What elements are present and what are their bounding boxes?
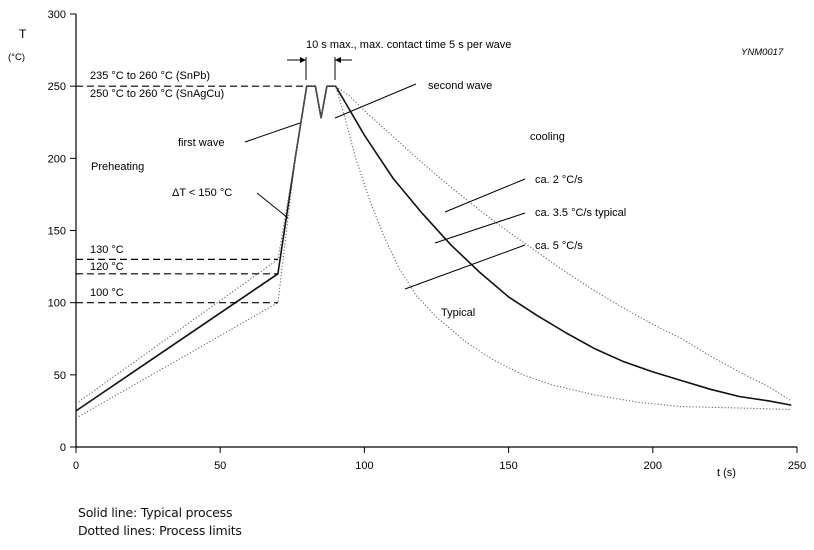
cooling-label: cooling [530,131,565,143]
y-tick-label: 100 [48,298,66,310]
y-tick-label: 200 [48,153,66,165]
first-wave-label: first wave [178,137,224,149]
chart-notes: Solid line: Typical process Dotted lines… [78,504,242,540]
rate-2-label: ca. 2 °C/s [535,174,583,186]
delta-t-label: ΔT < 150 °C [172,187,232,199]
arrowhead-left [300,57,306,63]
y-tick-label: 0 [60,442,66,454]
y-tick-label: 150 [48,226,66,238]
y-axis-label: T [19,27,27,41]
rate-3-5-label: ca. 3.5 °C/s typical [535,207,626,219]
leader-delta-t [256,192,289,219]
axes: 0 50 100 150 200 250 300 0 50 100 150 200 250 [48,9,807,472]
y-tick-label: 300 [48,9,66,21]
x-tick-label: 50 [214,460,226,472]
note-solid-line: Solid line: Typical process [78,505,233,520]
x-tick-label: 200 [644,460,662,472]
leader-second-wave [334,83,417,119]
ref-label-snpb: 235 °C to 260 °C (SnPb) [90,70,210,82]
x-tick-label: 100 [355,460,373,472]
series-process-limit [75,85,792,419]
ref-label-100: 100 °C [90,287,124,299]
leader-lines [244,57,526,290]
ref-label-130: 130 °C [90,244,124,256]
x-tick-label: 150 [499,460,517,472]
x-tick-label: 0 [73,460,79,472]
leader-rate-5 [404,244,526,290]
reference-lines [76,85,307,304]
y-tick-label: 50 [54,370,66,382]
rate-5-label: ca. 5 °C/s [535,240,583,252]
second-wave-label: second wave [428,80,492,92]
series-layer [75,85,792,419]
figure-id: YNM0017 [741,47,784,58]
arrowhead-right [335,57,341,63]
soldering-profile-chart: 0 50 100 150 200 250 300 0 50 100 150 200 250 T (°C)… [8,9,807,479]
x-tick-label: 250 [788,460,806,472]
leader-first-wave [244,122,301,143]
typical-label: Typical [441,307,475,319]
leader-rate-2 [444,178,526,213]
ref-label-snagcu: 250 °C to 260 °C (SnAgCu) [90,88,224,100]
y-axis-unit: (°C) [8,52,25,63]
x-axis-label: t (s) [717,467,736,479]
y-tick-label: 250 [48,81,66,93]
series-process-limit [75,85,792,405]
preheating-label: Preheating [91,161,144,173]
note-dotted-lines: Dotted lines: Process limits [78,523,242,538]
leader-rate-3-5 [434,212,526,244]
contact-time-annotation: 10 s max., max. contact time 5 s per wav… [306,39,511,51]
ref-label-120: 120 °C [90,261,124,273]
series-typical-process [75,85,792,412]
